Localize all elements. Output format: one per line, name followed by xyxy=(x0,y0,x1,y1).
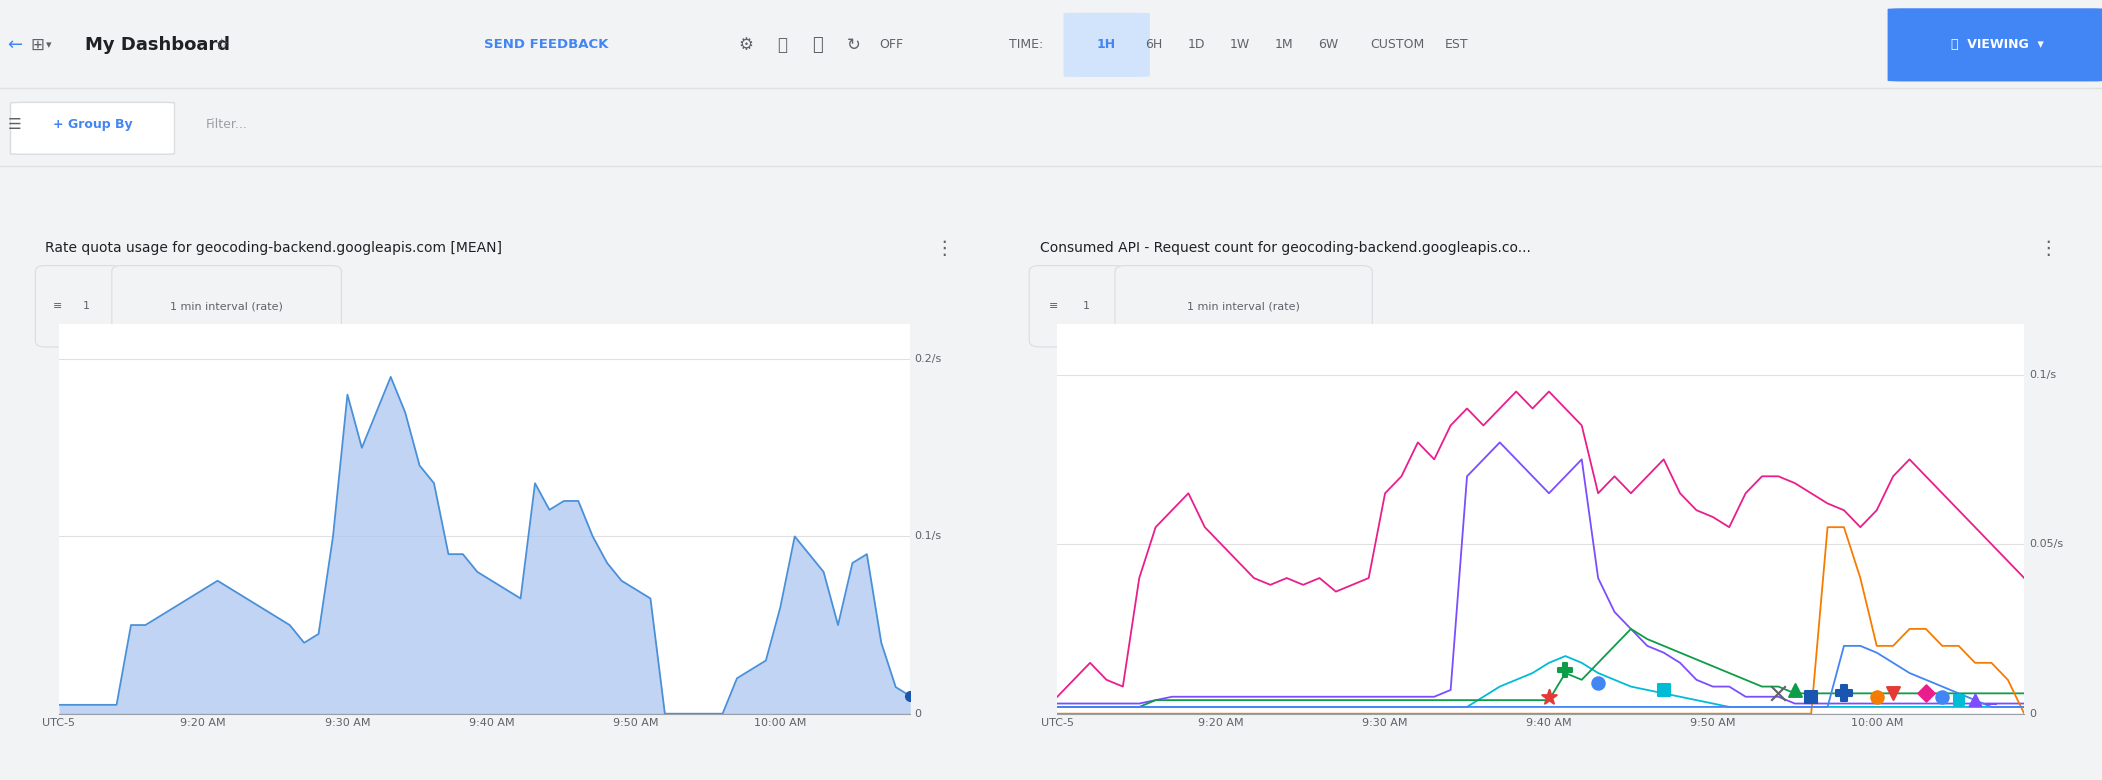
Text: 0.1/s: 0.1/s xyxy=(2028,370,2056,380)
Text: 1: 1 xyxy=(1083,301,1089,311)
Point xyxy=(1974,697,2007,710)
FancyBboxPatch shape xyxy=(36,265,122,347)
Point xyxy=(1827,687,1860,700)
Point xyxy=(1860,690,1894,703)
Text: ⋮: ⋮ xyxy=(933,239,954,257)
Text: Filter...: Filter... xyxy=(206,119,248,131)
Text: 0.2/s: 0.2/s xyxy=(914,354,942,364)
Text: + Group By: + Group By xyxy=(53,119,132,131)
Point xyxy=(1581,677,1614,690)
Text: ⚙: ⚙ xyxy=(738,36,755,54)
Point xyxy=(1959,694,1993,707)
Text: ⌕: ⌕ xyxy=(811,36,824,54)
Text: 1D: 1D xyxy=(1188,38,1204,51)
Text: ≡: ≡ xyxy=(53,301,63,311)
Point xyxy=(1942,694,1976,707)
Text: 1: 1 xyxy=(82,301,90,311)
Point xyxy=(1795,690,1829,703)
Text: EST: EST xyxy=(1444,38,1469,51)
Text: ⋮: ⋮ xyxy=(2039,239,2058,257)
Text: 1W: 1W xyxy=(1230,38,1251,51)
Point xyxy=(1778,684,1812,697)
Text: My Dashboard: My Dashboard xyxy=(86,36,229,54)
Text: 1H: 1H xyxy=(1095,38,1116,51)
Text: ↻: ↻ xyxy=(847,36,860,54)
Point xyxy=(1877,687,1911,700)
Text: ☰: ☰ xyxy=(8,117,21,133)
FancyBboxPatch shape xyxy=(11,102,174,154)
Point xyxy=(1646,684,1679,697)
FancyBboxPatch shape xyxy=(1114,265,1373,347)
Text: 1 min interval (rate): 1 min interval (rate) xyxy=(1188,301,1299,311)
Text: ⛶: ⛶ xyxy=(778,36,786,54)
Text: ≡: ≡ xyxy=(1049,301,1059,311)
Point xyxy=(1532,690,1566,703)
Text: 6H: 6H xyxy=(1146,38,1162,51)
Text: 6W: 6W xyxy=(1318,38,1339,51)
Text: 1 min interval (rate): 1 min interval (rate) xyxy=(170,301,284,311)
Text: 0.1/s: 0.1/s xyxy=(914,531,942,541)
Text: Rate quota usage for geocoding-backend.googleapis.com [MEAN]: Rate quota usage for geocoding-backend.g… xyxy=(44,241,502,255)
Text: 0: 0 xyxy=(914,709,921,718)
Text: TIME:: TIME: xyxy=(1009,38,1043,51)
Text: ☆: ☆ xyxy=(214,37,227,52)
Text: ⊞: ⊞ xyxy=(32,36,44,54)
Text: 👁  VIEWING  ▾: 👁 VIEWING ▾ xyxy=(1951,38,2043,51)
Text: Consumed API - Request count for geocoding-backend.googleapis.co...: Consumed API - Request count for geocodi… xyxy=(1040,241,1530,255)
Text: 0: 0 xyxy=(2028,709,2037,718)
Point xyxy=(1549,663,1583,675)
Text: 1M: 1M xyxy=(1276,38,1293,51)
Text: ▾: ▾ xyxy=(46,40,50,50)
Text: ←: ← xyxy=(6,36,23,54)
Point xyxy=(1925,690,1959,703)
Text: CUSTOM: CUSTOM xyxy=(1371,38,1425,51)
FancyBboxPatch shape xyxy=(1888,9,2102,81)
Text: SEND FEEDBACK: SEND FEEDBACK xyxy=(483,38,610,51)
Point xyxy=(1761,687,1795,700)
FancyBboxPatch shape xyxy=(1064,12,1150,77)
FancyBboxPatch shape xyxy=(1030,265,1127,347)
Point xyxy=(1909,687,1942,700)
Text: 0.05/s: 0.05/s xyxy=(2028,539,2064,549)
Text: OFF: OFF xyxy=(879,38,904,51)
FancyBboxPatch shape xyxy=(111,265,341,347)
